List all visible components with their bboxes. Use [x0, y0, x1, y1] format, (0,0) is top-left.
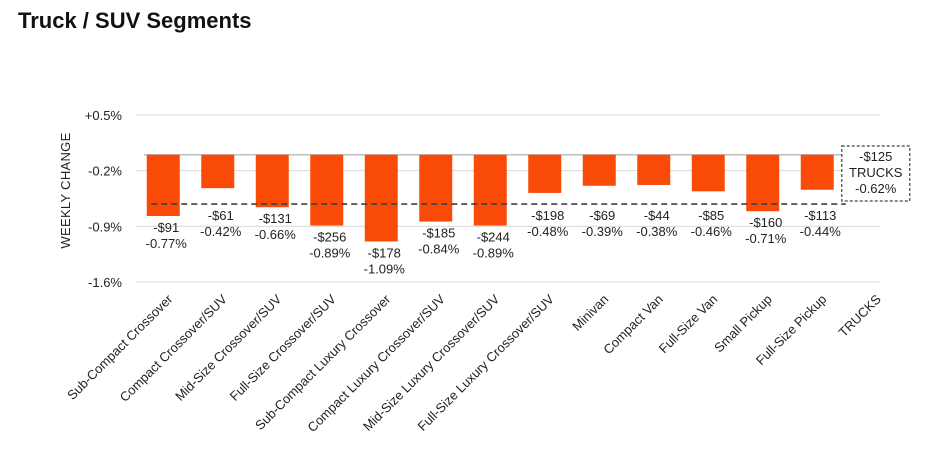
bars: [146, 154, 834, 242]
percent-data-label: -0.89%: [309, 246, 351, 261]
y-axis-title: WEEKLY CHANGE: [58, 132, 73, 248]
category-label: Sub-Compact Crossover: [64, 291, 176, 403]
category-label: TRUCKS: [835, 291, 884, 340]
category-label: Minivan: [569, 292, 611, 334]
category-label: Full-Size Crossover/SUV: [227, 291, 339, 403]
percent-data-label: -0.38%: [636, 224, 678, 239]
percent-data-label: -0.77%: [146, 236, 188, 251]
dollar-data-label: -$131: [259, 211, 292, 226]
percent-data-label: -0.84%: [418, 242, 460, 257]
dollar-data-label: -$178: [368, 245, 401, 260]
y-tick-label: -0.2%: [88, 164, 122, 179]
dollar-data-label: -$91: [153, 220, 179, 235]
y-tick-label: +0.5%: [85, 108, 123, 123]
percent-data-label: -0.46%: [691, 224, 733, 239]
percent-data-label: -0.44%: [800, 224, 842, 239]
dollar-data-label: -$198: [531, 208, 564, 223]
bar: [201, 154, 235, 189]
data-labels: -$91-0.77%-$61-0.42%-$131-0.66% -$256-0.8…: [146, 145, 911, 276]
category-label: Full-Size Van: [656, 292, 721, 357]
bar: [800, 154, 834, 190]
average-percent-label: -0.62%: [855, 181, 897, 196]
bar: [691, 154, 725, 192]
percent-data-label: -0.66%: [255, 227, 297, 242]
average-name-label: TRUCKS: [849, 165, 903, 180]
bar: [473, 154, 507, 226]
average-dollar-label: -$125: [859, 149, 892, 164]
dollar-data-label: -$44: [644, 208, 670, 223]
dollar-data-label: -$244: [477, 230, 510, 245]
dollar-data-label: -$61: [208, 208, 234, 223]
bar: [255, 154, 289, 208]
dollar-data-label: -$113: [804, 208, 836, 223]
category-label: Mid-Size Crossover/SUV: [172, 291, 284, 403]
percent-data-label: -0.89%: [473, 246, 515, 261]
bar: [528, 154, 562, 193]
bar: [364, 154, 398, 242]
percent-data-label: -0.48%: [527, 224, 569, 239]
dollar-data-label: -$185: [422, 226, 455, 241]
dollar-data-label: -$256: [313, 230, 346, 245]
category-label: Compact Crossover/SUV: [117, 291, 231, 405]
y-tick-label: -0.9%: [88, 219, 122, 234]
dollar-data-label: -$69: [589, 208, 615, 223]
bar: [637, 154, 671, 185]
average-callout-box: [841, 145, 911, 202]
y-tick-label: -1.6%: [88, 275, 122, 290]
percent-data-label: -1.09%: [364, 261, 406, 276]
dollar-data-label: -$160: [749, 215, 782, 230]
percent-data-label: -0.71%: [745, 231, 787, 246]
dollar-data-label: -$85: [698, 208, 724, 223]
bar: [419, 154, 453, 222]
percent-data-label: -0.39%: [582, 224, 624, 239]
percent-data-label: -0.42%: [200, 224, 242, 239]
page-title: Truck / SUV Segments: [18, 8, 252, 33]
bar: [746, 154, 780, 212]
bar: [582, 154, 616, 186]
bar: [146, 154, 180, 216]
bar: [310, 154, 344, 226]
